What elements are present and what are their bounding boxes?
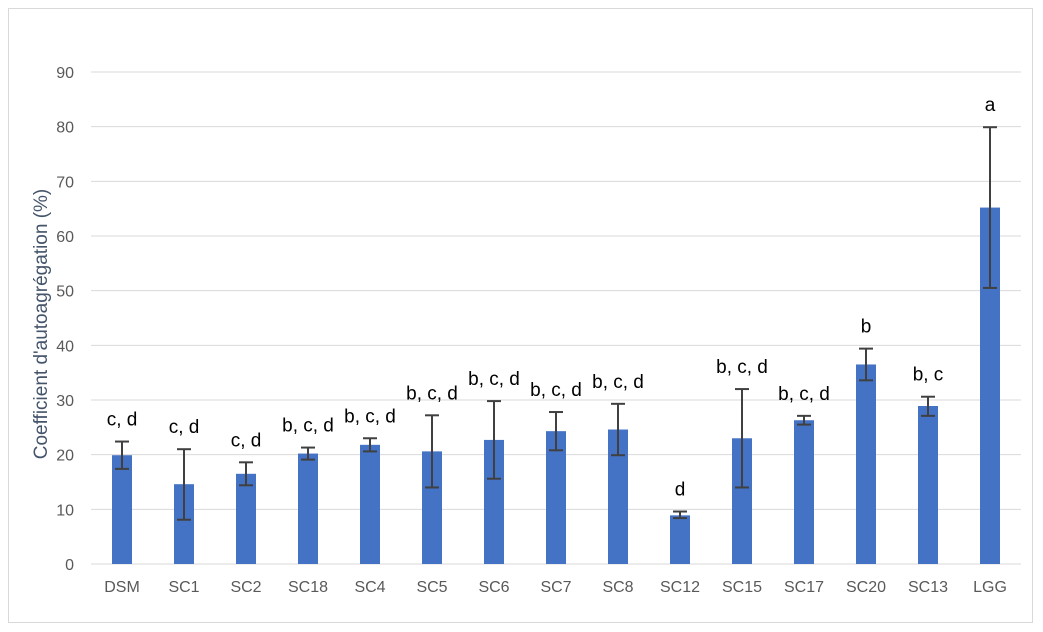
- error-bar: [239, 461, 253, 487]
- bar: [298, 453, 318, 564]
- x-tick-label: SC2: [230, 579, 261, 596]
- significance-label: b, c, d: [468, 369, 520, 390]
- x-tick-label: SC4: [354, 579, 385, 596]
- error-bar: [487, 400, 501, 480]
- x-tick-label: SC17: [784, 579, 824, 596]
- x-axis-ticks: DSM SC1 SC2 SC18 SC4 SC5 SC6 SC7 SC8 SC12 SC15 SC17…: [104, 579, 1007, 596]
- significance-label: b, c: [913, 365, 944, 386]
- error-bar: [611, 402, 625, 457]
- x-tick-label: SC7: [540, 579, 571, 596]
- significance-label: c, d: [231, 430, 262, 451]
- bar: [856, 364, 876, 564]
- x-tick-label: SC13: [908, 579, 948, 596]
- significance-label: b, c, d: [282, 416, 334, 437]
- significance-label: b, c, d: [778, 384, 830, 405]
- error-bar: [983, 126, 997, 289]
- x-tick-label: SC12: [660, 579, 700, 596]
- x-tick-label: SC1: [168, 579, 199, 596]
- chart-area: 0 10 20 30 40 50 60 70 80 90 DSM SC1 SC2 SC18 SC4 SC5 S…: [8, 8, 1033, 623]
- x-tick-label: LGG: [973, 579, 1007, 596]
- y-tick-label: 20: [56, 448, 74, 465]
- error-bar: [859, 347, 873, 382]
- bars: [112, 207, 1000, 564]
- significance-label: b, c, d: [592, 372, 644, 393]
- y-tick-label: 90: [56, 65, 74, 82]
- bar: [360, 444, 380, 564]
- error-bar: [115, 440, 129, 470]
- y-tick-label: 50: [56, 284, 74, 301]
- error-bar: [425, 414, 439, 489]
- x-tick-label: SC18: [288, 579, 328, 596]
- x-tick-label: SC8: [602, 579, 633, 596]
- y-tick-label: 60: [56, 229, 74, 246]
- error-bar: [177, 448, 191, 521]
- bar: [732, 438, 752, 564]
- bar: [918, 406, 938, 564]
- bar: [980, 207, 1000, 564]
- error-bar: [673, 510, 687, 520]
- x-tick-label: SC5: [416, 579, 447, 596]
- significance-labels: c, d c, d c, d b, c, d b, c, d b, c, d b, c, d…: [107, 95, 996, 500]
- error-bar: [797, 414, 811, 426]
- y-tick-label: 80: [56, 120, 74, 137]
- significance-label: b, c, d: [530, 380, 582, 401]
- bar: [112, 455, 132, 564]
- error-bar: [301, 446, 315, 461]
- y-tick-label: 70: [56, 174, 74, 191]
- bar: [422, 451, 442, 564]
- bar: [484, 439, 504, 564]
- significance-label: d: [675, 480, 686, 501]
- significance-label: b, c, d: [344, 406, 396, 427]
- significance-label: a: [985, 95, 996, 116]
- bar: [794, 420, 814, 564]
- y-tick-label: 0: [65, 557, 74, 574]
- bar: [608, 429, 628, 564]
- y-tick-label: 40: [56, 338, 74, 355]
- y-axis-ticks: 0 10 20 30 40 50 60 70 80 90: [56, 65, 74, 574]
- y-axis-label: Coefficient d'autoagrégation (%): [31, 189, 52, 460]
- y-tick-label: 10: [56, 502, 74, 519]
- significance-label: c, d: [107, 410, 138, 431]
- bar: [670, 515, 690, 564]
- bar: [546, 431, 566, 564]
- significance-label: c, d: [169, 417, 200, 438]
- error-bar: [921, 395, 935, 417]
- significance-label: b, c, d: [716, 357, 768, 378]
- y-tick-label: 30: [56, 393, 74, 410]
- x-tick-label: SC20: [846, 579, 886, 596]
- error-bar: [549, 411, 563, 452]
- bar: [174, 484, 194, 564]
- x-tick-label: SC15: [722, 579, 762, 596]
- significance-label: b: [861, 317, 872, 338]
- x-tick-label: SC6: [478, 579, 509, 596]
- significance-label: b, c, d: [406, 383, 458, 404]
- error-bar: [735, 388, 749, 489]
- bar-chart: 0 10 20 30 40 50 60 70 80 90 DSM SC1 SC2 SC18 SC4 SC5 S…: [31, 65, 1021, 596]
- bar: [236, 473, 256, 564]
- error-bar: [363, 437, 377, 453]
- error-bars: [115, 126, 997, 521]
- x-tick-label: DSM: [104, 579, 140, 596]
